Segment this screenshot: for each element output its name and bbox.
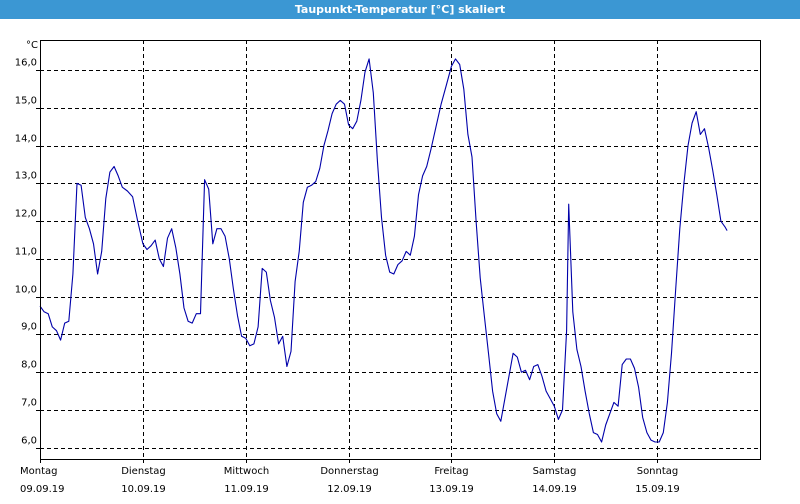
x-tick-date-label: 09.09.19 [20,484,65,495]
y-tick-label: 13,0 [15,171,37,182]
y-tick-label: 10,0 [15,285,37,296]
y-tick-label: 8,0 [21,360,37,371]
y-tick-labels: 6,0 7,0 8,0 9,0 10,0 11,0 12,0 13,0 14,0 15,0 16,0 [15,58,40,449]
x-tick-day-label: Montag [20,466,57,477]
y-tick-label: 7,0 [21,398,37,409]
series-line [39,58,728,443]
x-tick-day-label: Dienstag [121,466,166,477]
x-tick-day-label: Freitag [434,466,468,477]
x-tick-labels: Montag 09.09.19 Dienstag 10.09.19 Mittwoch 11… [20,459,680,495]
x-tick-day-label: Mittwoch [224,466,269,477]
chart-title: Taupunkt-Temperatur [°C] skaliert [0,0,800,19]
x-tick-date-label: 13.09.19 [429,484,474,495]
y-tick-label: 6,0 [21,436,37,447]
y-tick-label: 15,0 [15,96,37,107]
x-tick-day-label: Donnerstag [320,466,378,477]
x-tick-date-label: 11.09.19 [224,484,269,495]
x-tick-day-label: Samstag [533,466,577,477]
y-tick-label: 14,0 [15,134,37,145]
grid-lines [40,40,760,459]
x-tick-day-label: Sonntag [637,466,679,477]
x-tick-date-label: 10.09.19 [121,484,166,495]
y-tick-label: 11,0 [15,247,37,258]
x-tick-date-label: 14.09.19 [532,484,577,495]
plot-area: °C 6,0 7,0 8,0 9,0 10,0 11,0 12,0 13,0 14,0 15,0 1… [0,19,800,500]
x-tick-date-label: 12.09.19 [327,484,372,495]
y-axis-label: °C [26,40,38,51]
x-tick-date-label: 15.09.19 [635,484,680,495]
chart-svg: °C 6,0 7,0 8,0 9,0 10,0 11,0 12,0 13,0 14,0 15,0 1… [15,40,761,495]
plot-frame [40,40,761,460]
y-tick-label: 12,0 [15,209,37,220]
y-tick-label: 16,0 [15,58,37,69]
y-tick-label: 9,0 [21,322,37,333]
series-group [39,58,728,443]
